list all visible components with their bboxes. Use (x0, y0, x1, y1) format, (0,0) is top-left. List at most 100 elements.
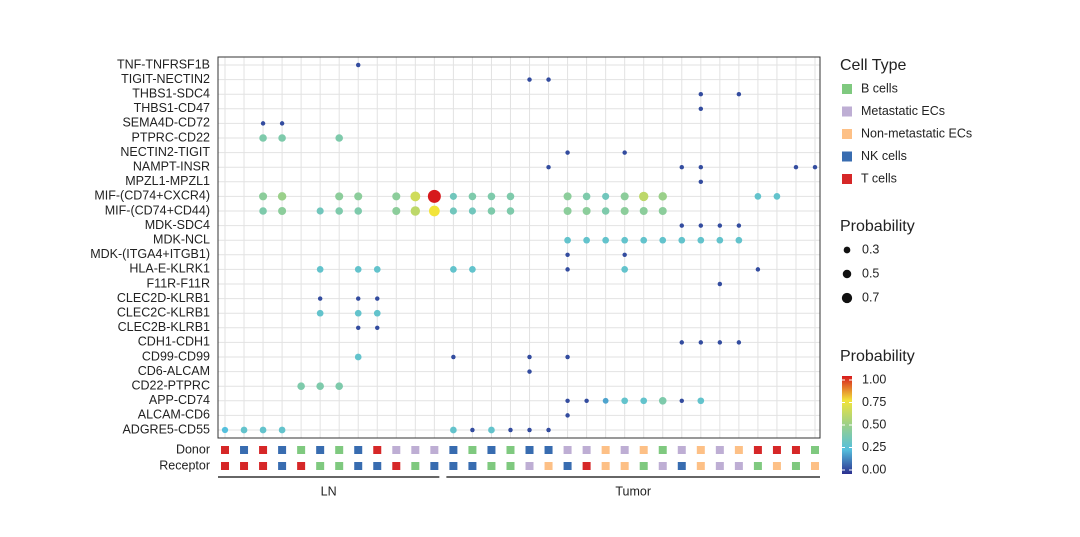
receptor-square (430, 462, 439, 470)
dot (622, 150, 627, 155)
donor-square (772, 446, 781, 454)
dot (584, 398, 589, 404)
dot (375, 325, 380, 331)
dot (717, 223, 723, 228)
row-label: CD99-CD99 (142, 349, 210, 363)
dot (451, 354, 456, 360)
receptor-square (392, 462, 401, 470)
dot (278, 426, 286, 434)
row-label: NECTIN2-TIGIT (120, 145, 210, 159)
legend-label: T cells (861, 171, 897, 185)
plot-frame (217, 56, 821, 439)
receptor-square (620, 462, 629, 470)
dot (735, 236, 743, 244)
dot (582, 192, 591, 201)
donor-square (525, 446, 534, 454)
dot (278, 206, 287, 216)
dot (410, 191, 421, 202)
dot (620, 192, 629, 201)
receptor-square (525, 462, 534, 470)
dot (658, 192, 667, 201)
size-key-label: 0.3 (862, 242, 879, 256)
dot (449, 207, 457, 215)
dot (658, 206, 667, 216)
dot (697, 397, 705, 405)
donor-square (278, 446, 287, 454)
row-label: CDH1-CDH1 (138, 335, 210, 349)
row-label: THBS1-SDC4 (132, 86, 210, 100)
legend-swatch (842, 84, 852, 94)
donor-square (563, 446, 572, 454)
dot (470, 427, 475, 433)
dot (583, 236, 590, 244)
dot (716, 236, 724, 244)
donor-square (316, 446, 325, 454)
receptor-square (240, 462, 249, 470)
donor-square (620, 446, 629, 454)
dot (773, 193, 781, 200)
dot (679, 398, 684, 404)
row-label: HLA-E-KLRK1 (129, 262, 210, 276)
receptor-label: Receptor (159, 458, 210, 472)
donor-square (487, 446, 496, 454)
receptor-square (259, 462, 268, 470)
row-label: MDK-SDC4 (145, 218, 210, 232)
dot (639, 191, 649, 202)
dot (527, 369, 532, 374)
donor-square (297, 446, 306, 454)
row-label: CD22-PTPRC (132, 378, 211, 392)
dot (335, 207, 343, 215)
row-label: APP-CD74 (149, 393, 210, 407)
dot (506, 207, 515, 215)
row-label: MIF-(CD74+CD44) (105, 203, 210, 217)
dot (563, 206, 572, 216)
dot (450, 426, 457, 434)
dot (356, 62, 361, 68)
receptor-square (506, 462, 515, 470)
dot (450, 266, 457, 273)
row-label: CLEC2B-KLRB1 (118, 320, 210, 334)
dot (621, 397, 629, 405)
donor-square (677, 446, 686, 454)
dot (698, 91, 704, 97)
donor-square (544, 446, 553, 454)
dot (354, 266, 362, 273)
dot (468, 192, 477, 201)
dot (546, 164, 551, 170)
legend-label: NK cells (861, 149, 907, 163)
legend-label: Metastatic ECs (861, 104, 945, 118)
receptor-square (297, 462, 306, 470)
receptor-square (791, 462, 800, 470)
receptor-square (677, 462, 686, 470)
donor-square (791, 446, 800, 454)
dot (373, 266, 381, 273)
donor-square (601, 446, 610, 454)
receptor-square (411, 462, 420, 470)
row-label: TNF-TNFRSF1B (117, 57, 210, 71)
dot (428, 205, 440, 217)
dot (316, 266, 324, 273)
dot (717, 340, 723, 345)
dot (354, 207, 363, 215)
receptor-square (582, 462, 591, 470)
dot (602, 236, 609, 244)
dot (565, 354, 570, 360)
row-label: CLEC2D-KLRB1 (117, 291, 210, 305)
dot (698, 164, 704, 170)
dot (373, 309, 381, 317)
dot (793, 164, 799, 170)
donor-square (715, 446, 724, 454)
receptor-square (278, 462, 287, 470)
donor-square (582, 446, 591, 454)
dot (621, 266, 629, 273)
receptor-square (487, 462, 496, 470)
dot (565, 150, 570, 155)
row-label: MPZL1-MPZL1 (125, 174, 210, 188)
row-label: CD6-ALCAM (138, 364, 210, 378)
dot (487, 192, 496, 201)
dot (717, 281, 723, 287)
dot (297, 382, 305, 391)
dot (317, 296, 323, 301)
